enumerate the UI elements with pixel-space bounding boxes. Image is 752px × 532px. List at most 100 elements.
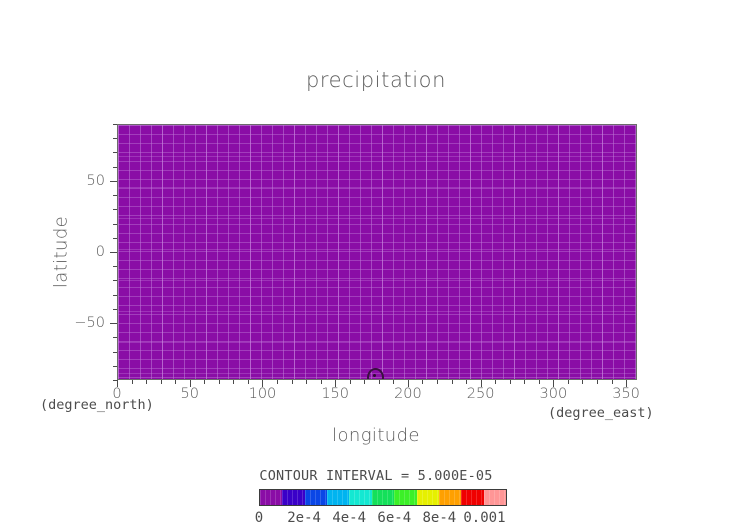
colorbar-swatch-texture bbox=[260, 490, 283, 505]
y-axis-minor-tick bbox=[113, 365, 117, 367]
y-axis-minor-tick bbox=[113, 308, 117, 310]
x-axis-major-tick bbox=[480, 380, 482, 387]
model-grid-mesh bbox=[118, 125, 636, 379]
x-axis-minor-tick bbox=[160, 380, 162, 384]
colorbar-tick-label: 4e-4 bbox=[332, 510, 367, 526]
colorbar[interactable] bbox=[259, 489, 507, 506]
x-axis-major-tick bbox=[189, 380, 191, 387]
colorbar-swatch[interactable] bbox=[483, 490, 506, 505]
colorbar-swatch[interactable] bbox=[416, 490, 439, 505]
y-axis-major-tick bbox=[110, 252, 117, 253]
colorbar-swatch[interactable] bbox=[304, 490, 328, 505]
colorbar-swatch-texture bbox=[461, 490, 484, 505]
y-axis-minor-tick bbox=[113, 223, 117, 225]
colorbar-swatch[interactable] bbox=[327, 490, 350, 505]
x-axis-tick-label: 150 bbox=[321, 386, 350, 402]
x-axis-minor-tick bbox=[364, 380, 366, 384]
y-axis-minor-tick bbox=[113, 337, 117, 339]
colorbar-swatch-texture bbox=[483, 490, 506, 505]
y-axis-minor-tick bbox=[113, 280, 117, 282]
colorbar-swatch-texture bbox=[394, 490, 417, 505]
x-axis-minor-tick bbox=[567, 380, 569, 384]
colorbar-swatch-texture bbox=[371, 490, 395, 505]
x-axis-minor-tick bbox=[538, 380, 540, 384]
y-axis-minor-tick bbox=[113, 152, 117, 154]
closed-contour-ring bbox=[367, 368, 384, 379]
x-axis-minor-tick bbox=[320, 380, 322, 384]
model-grid-mesh-coarse bbox=[118, 125, 636, 379]
x-axis-major-tick bbox=[553, 380, 555, 387]
colorbar-swatch[interactable] bbox=[438, 490, 462, 505]
x-axis-tick-label: 50 bbox=[180, 386, 199, 402]
x-axis-minor-tick bbox=[422, 380, 424, 384]
x-axis-minor-tick bbox=[524, 380, 526, 384]
colorbar-swatch[interactable] bbox=[260, 490, 283, 505]
colorbar-tick-label: 2e-4 bbox=[287, 510, 321, 526]
x-axis-major-tick bbox=[626, 380, 628, 387]
x-axis-title: longitude bbox=[332, 425, 420, 446]
x-axis-major-tick bbox=[335, 380, 337, 387]
colorbar-swatch-texture bbox=[349, 490, 372, 505]
x-axis-minor-tick bbox=[175, 380, 177, 384]
x-axis-minor-tick bbox=[378, 380, 380, 384]
x-axis-minor-tick bbox=[466, 380, 468, 384]
x-axis-minor-tick bbox=[277, 380, 278, 384]
plot-area[interactable] bbox=[117, 124, 637, 380]
x-axis-minor-tick bbox=[131, 380, 133, 384]
colorbar-swatch[interactable] bbox=[349, 490, 372, 505]
colorbar-swatch-texture bbox=[304, 490, 328, 505]
x-axis-minor-tick bbox=[306, 380, 308, 384]
x-axis-minor-tick bbox=[291, 380, 293, 384]
x-axis-minor-tick bbox=[247, 380, 249, 384]
x-axis-major-tick bbox=[117, 380, 118, 387]
colorbar-swatch[interactable] bbox=[282, 490, 305, 505]
colorbar-tick-label: 0 bbox=[254, 510, 264, 526]
x-axis-minor-tick bbox=[495, 380, 497, 384]
x-axis-tick-label: 0 bbox=[112, 386, 122, 402]
x-axis-tick-label: 100 bbox=[248, 386, 277, 402]
colorbar-swatch[interactable] bbox=[461, 490, 484, 505]
y-axis-units-label: (degree_north) bbox=[40, 397, 154, 413]
x-axis-major-tick bbox=[262, 380, 264, 387]
x-axis-minor-tick bbox=[509, 380, 511, 384]
x-axis-minor-tick bbox=[218, 380, 220, 384]
x-axis-tick-label: 350 bbox=[612, 386, 640, 402]
y-axis-minor-tick bbox=[113, 124, 117, 125]
colorbar-swatch-texture bbox=[438, 490, 462, 505]
x-axis-minor-tick bbox=[611, 380, 613, 384]
y-axis-minor-tick bbox=[113, 237, 117, 239]
y-axis-minor-tick bbox=[113, 195, 117, 197]
y-axis-tick-label: −50 bbox=[74, 315, 105, 332]
colorbar-tick-label: 8e-4 bbox=[422, 510, 457, 526]
colorbar-swatch[interactable] bbox=[371, 490, 395, 505]
colorbar-tick-label: 6e-4 bbox=[377, 510, 412, 526]
y-axis-major-tick bbox=[110, 180, 117, 182]
x-axis-tick-label: 200 bbox=[394, 386, 422, 402]
x-axis-minor-tick bbox=[582, 380, 584, 384]
colorbar-tick-labels: 0 2e-4 4e-4 6e-4 8e-4 0.001 bbox=[0, 510, 752, 530]
x-axis-major-tick bbox=[407, 380, 409, 387]
x-axis-minor-tick bbox=[451, 380, 453, 384]
colorbar-tick-label: 0.001 bbox=[463, 510, 506, 526]
colorbar-swatch-texture bbox=[327, 490, 350, 505]
x-axis-minor-tick bbox=[204, 380, 206, 384]
x-axis-minor-tick bbox=[349, 380, 351, 384]
y-axis-minor-tick bbox=[113, 266, 117, 268]
contour-center-dot bbox=[373, 374, 376, 377]
y-axis-minor-tick bbox=[113, 166, 117, 168]
y-axis-major-tick bbox=[110, 323, 117, 325]
y-axis-minor-tick bbox=[113, 209, 117, 211]
y-axis-minor-tick bbox=[113, 351, 117, 353]
x-axis-units-label: (degree_east) bbox=[548, 405, 654, 421]
y-axis-title: latitude bbox=[50, 215, 72, 289]
page-title: precipitation bbox=[305, 68, 447, 92]
x-axis-minor-tick bbox=[146, 380, 148, 384]
x-axis-minor-tick bbox=[393, 380, 395, 384]
y-axis-tick-label: 50 bbox=[86, 172, 105, 189]
colorbar-swatch-texture bbox=[416, 490, 439, 505]
x-axis-tick-label: 250 bbox=[466, 386, 495, 402]
colorbar-swatch[interactable] bbox=[394, 490, 417, 505]
y-axis-minor-tick bbox=[113, 380, 117, 381]
colorbar-swatch-texture bbox=[282, 490, 305, 505]
